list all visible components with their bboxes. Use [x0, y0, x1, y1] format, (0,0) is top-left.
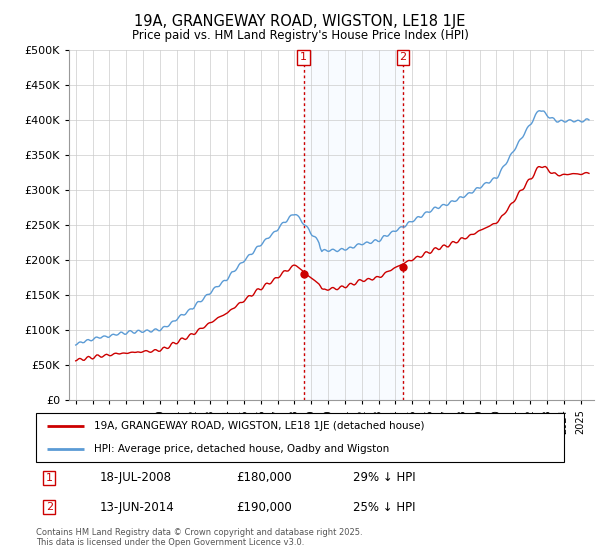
Text: £180,000: £180,000: [236, 471, 292, 484]
Bar: [304, 50, 403, 400]
Text: 2: 2: [46, 502, 53, 512]
Text: 25% ↓ HPI: 25% ↓ HPI: [353, 501, 415, 514]
Text: 19A, GRANGEWAY ROAD, WIGSTON, LE18 1JE (detached house): 19A, GRANGEWAY ROAD, WIGSTON, LE18 1JE (…: [94, 421, 425, 431]
Text: 2: 2: [399, 53, 406, 62]
Text: Price paid vs. HM Land Registry's House Price Index (HPI): Price paid vs. HM Land Registry's House …: [131, 29, 469, 42]
Text: 1: 1: [300, 53, 307, 62]
Text: Contains HM Land Registry data © Crown copyright and database right 2025.
This d: Contains HM Land Registry data © Crown c…: [36, 528, 362, 547]
Text: 1: 1: [46, 473, 53, 483]
Text: 19A, GRANGEWAY ROAD, WIGSTON, LE18 1JE: 19A, GRANGEWAY ROAD, WIGSTON, LE18 1JE: [134, 14, 466, 29]
FancyBboxPatch shape: [36, 413, 564, 462]
Text: £190,000: £190,000: [236, 501, 292, 514]
Text: HPI: Average price, detached house, Oadby and Wigston: HPI: Average price, detached house, Oadb…: [94, 444, 389, 454]
Text: 18-JUL-2008: 18-JUL-2008: [100, 471, 172, 484]
Text: 29% ↓ HPI: 29% ↓ HPI: [353, 471, 415, 484]
Text: 13-JUN-2014: 13-JUN-2014: [100, 501, 174, 514]
